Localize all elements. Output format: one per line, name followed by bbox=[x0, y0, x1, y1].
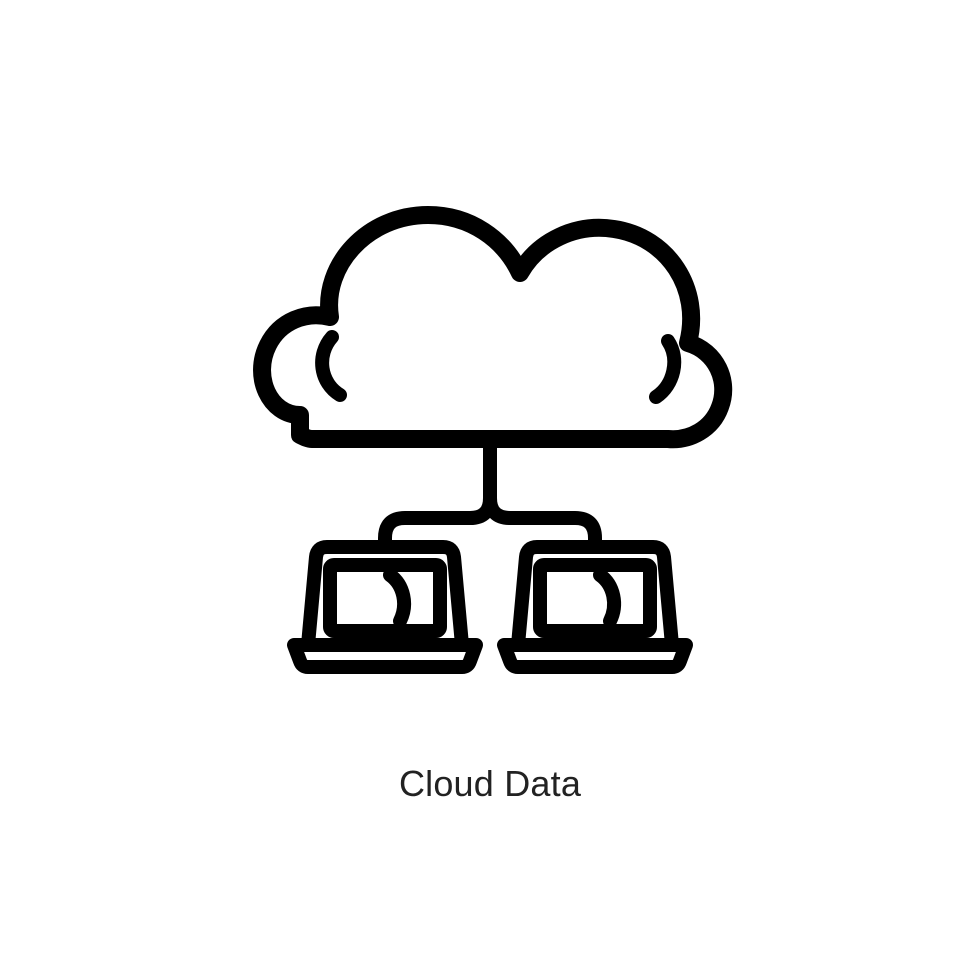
icon-card: Cloud Data bbox=[0, 0, 980, 980]
cloud-data-icon bbox=[190, 145, 790, 745]
icon-label: Cloud Data bbox=[399, 763, 581, 805]
